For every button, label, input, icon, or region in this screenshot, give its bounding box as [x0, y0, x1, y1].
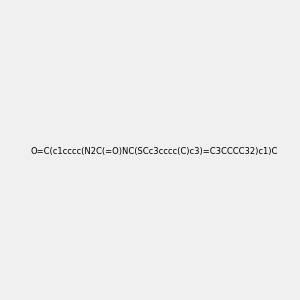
Text: O=C(c1cccc(N2C(=O)NC(SCc3cccc(C)c3)=C3CCCC32)c1)C: O=C(c1cccc(N2C(=O)NC(SCc3cccc(C)c3)=C3CC… [30, 147, 278, 156]
